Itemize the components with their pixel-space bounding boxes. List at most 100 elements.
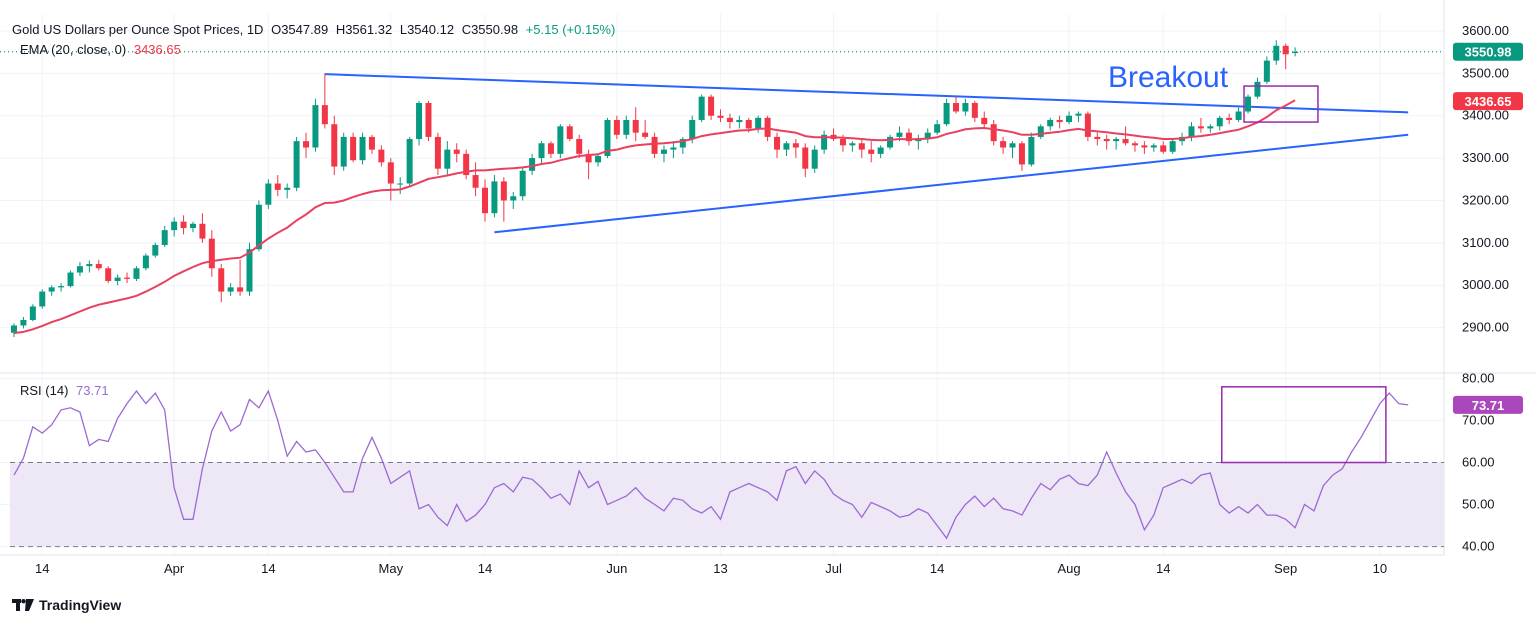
candle-body bbox=[265, 183, 272, 205]
candle bbox=[293, 136, 300, 192]
rsi-axis[interactable]: 40.00 50.00 60.00 70.00 80.00 bbox=[1462, 370, 1495, 553]
candle-body bbox=[736, 119, 743, 123]
candle-body bbox=[1226, 117, 1233, 120]
candle bbox=[651, 132, 658, 159]
candle bbox=[482, 179, 488, 222]
time-axis[interactable]: 14 Apr 14 May 14 Jun 13 Jul 14 Aug 14 Sep 10 bbox=[35, 561, 1387, 576]
candle-body bbox=[1160, 145, 1167, 152]
candle bbox=[1084, 111, 1091, 142]
candle bbox=[557, 124, 564, 159]
candle-body bbox=[651, 136, 658, 154]
price-axis[interactable]: 2900.00 3000.00 3100.00 3200.00 3300.00 3400.… bbox=[1462, 23, 1509, 335]
candle bbox=[717, 109, 724, 123]
candle-body bbox=[1000, 141, 1007, 148]
breakout-box bbox=[1243, 85, 1319, 123]
candle-body bbox=[124, 277, 131, 279]
triangle-trendlines bbox=[324, 73, 1409, 234]
candle-body bbox=[1245, 96, 1252, 112]
candle bbox=[1273, 40, 1280, 65]
candle bbox=[1216, 115, 1223, 131]
axis-badges: 3550.98 3436.65 73.71 bbox=[1453, 42, 1523, 414]
candle-body bbox=[416, 103, 423, 140]
candle bbox=[321, 73, 328, 129]
candle-body bbox=[1197, 126, 1204, 129]
rsi-level-lines bbox=[10, 462, 1444, 548]
ema-legend[interactable]: EMA (20, close, 0) 3436.65 bbox=[20, 42, 181, 57]
candle-body bbox=[161, 230, 168, 245]
tradingview-brand[interactable]: TradingView bbox=[12, 597, 121, 613]
candle-body bbox=[1169, 141, 1176, 152]
candle bbox=[792, 139, 799, 159]
candle-body bbox=[698, 96, 705, 120]
candle-body bbox=[246, 249, 253, 292]
candle-body bbox=[642, 132, 649, 137]
lower-trendline bbox=[494, 133, 1409, 234]
candle-body bbox=[48, 287, 55, 292]
candle-body bbox=[29, 306, 36, 320]
candle-body bbox=[971, 103, 978, 118]
candle-body bbox=[538, 143, 545, 159]
candle-body bbox=[1282, 45, 1289, 55]
candle-body bbox=[1292, 51, 1299, 54]
candle bbox=[1075, 111, 1082, 123]
candle-body bbox=[774, 136, 781, 150]
candle-body bbox=[1254, 81, 1261, 97]
price-tick-label: 2900.00 bbox=[1462, 320, 1509, 335]
rsi-tick-label: 80.00 bbox=[1462, 370, 1495, 385]
candle bbox=[1018, 141, 1025, 171]
candle-body bbox=[708, 96, 715, 116]
candle bbox=[284, 183, 291, 199]
time-tick-label: Apr bbox=[164, 561, 185, 576]
candle bbox=[274, 175, 281, 197]
candle bbox=[227, 283, 234, 296]
candle bbox=[1169, 139, 1176, 154]
candle bbox=[142, 253, 149, 271]
upper-trendline bbox=[324, 73, 1409, 114]
ema-badge: 3436.65 bbox=[1465, 94, 1512, 109]
candle bbox=[1131, 141, 1138, 152]
candle bbox=[971, 100, 978, 123]
ema-line[interactable] bbox=[13, 99, 1296, 335]
rsi-line[interactable] bbox=[13, 389, 1409, 540]
legend-open-label: O bbox=[271, 22, 282, 37]
candle-body bbox=[547, 143, 554, 154]
candle-body bbox=[868, 149, 875, 154]
time-tick-label: 14 bbox=[1156, 561, 1170, 576]
candle-body bbox=[368, 136, 375, 150]
candle bbox=[1226, 113, 1233, 125]
candle-body bbox=[877, 147, 884, 154]
candle-body bbox=[943, 103, 950, 125]
candle-body bbox=[585, 153, 592, 163]
candle bbox=[1141, 141, 1148, 154]
candle-body bbox=[293, 141, 300, 188]
candle-body bbox=[632, 119, 639, 133]
time-tick-label: Jul bbox=[825, 561, 842, 576]
candle bbox=[953, 96, 959, 114]
price-tick-label: 3400.00 bbox=[1462, 108, 1509, 123]
candle-body bbox=[557, 126, 564, 154]
candlestick-series[interactable] bbox=[11, 40, 1299, 337]
candle-body bbox=[1207, 126, 1214, 129]
last-price-badge: 3550.98 bbox=[1465, 45, 1512, 60]
candle bbox=[538, 141, 545, 165]
candle-body bbox=[717, 115, 724, 118]
candle bbox=[378, 145, 385, 167]
candle-body bbox=[1235, 111, 1242, 120]
tradingview-logo-icon bbox=[12, 599, 34, 611]
candle-body bbox=[218, 268, 225, 292]
candle bbox=[1245, 94, 1252, 114]
candle-body bbox=[76, 266, 83, 273]
candle bbox=[1197, 117, 1204, 133]
candle-body bbox=[726, 117, 733, 123]
candle-body bbox=[679, 139, 686, 148]
candle bbox=[1122, 126, 1129, 146]
candle-body bbox=[1150, 145, 1157, 148]
rsi-legend[interactable]: RSI (14) 73.71 bbox=[20, 383, 109, 398]
candle-body bbox=[595, 155, 602, 163]
candle bbox=[303, 132, 310, 159]
candle bbox=[821, 130, 828, 154]
candle bbox=[180, 215, 187, 235]
price-legend[interactable]: Gold US Dollars per Ounce Spot Prices, 1… bbox=[12, 22, 615, 37]
candle-body bbox=[1131, 143, 1138, 146]
candle-body bbox=[745, 119, 752, 129]
